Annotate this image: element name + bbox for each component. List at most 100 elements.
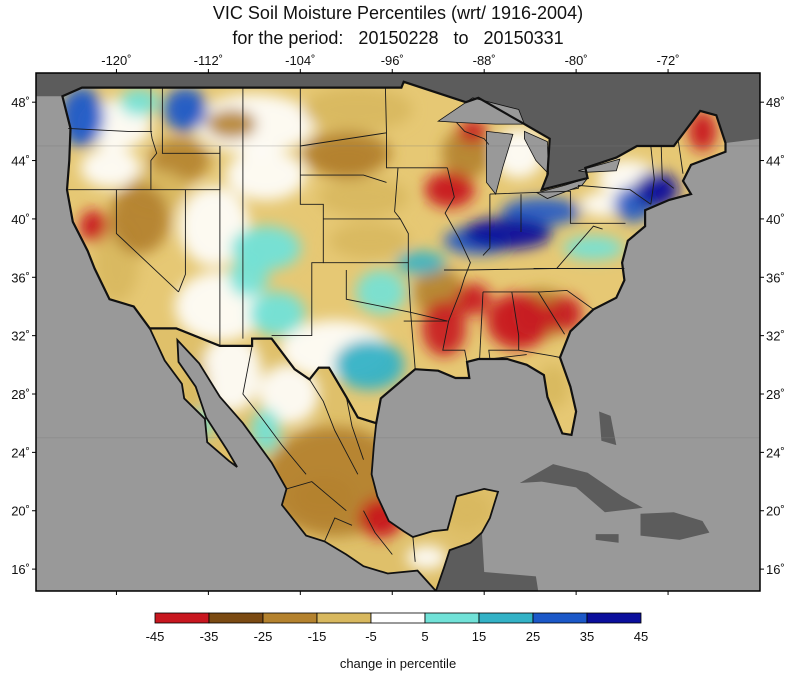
state-border — [479, 291, 484, 360]
anomaly-nd-dry — [302, 87, 413, 132]
lon-tick-label: -112˚ — [194, 53, 223, 68]
colorbar-tick-label: 15 — [472, 629, 486, 644]
figure-subtitle-period: for the period: 20150228 to 20150331 — [232, 28, 564, 48]
anomaly-ne-dry — [318, 177, 409, 217]
canada-landmass — [36, 73, 760, 190]
state-borders — [68, 87, 684, 562]
lake-ontario — [578, 158, 621, 173]
lat-tick-label-right: 40˚ — [766, 212, 785, 227]
colorbar: -45 -35 -25 -15 -5 5 15 25 35 45 change in percent… — [146, 612, 648, 671]
lon-tick-label: -80˚ — [565, 53, 588, 68]
lat-tick-label-right: 16˚ — [766, 562, 785, 577]
central-america-landmass — [435, 532, 539, 591]
anomaly-iowa-red — [424, 171, 475, 208]
state-border — [482, 194, 491, 256]
axis-ticks: -120˚ -112˚ -104˚ -96˚ -88˚ -80˚ -72˚ 48˚ 48˚ 44˚… — [11, 53, 785, 595]
state-border — [300, 132, 387, 147]
state-border — [677, 141, 684, 174]
colorbar-tick-label: -25 — [254, 629, 273, 644]
state-border — [533, 225, 603, 269]
anomaly-wa-cyan — [119, 88, 160, 117]
lat-tick-label-left: 40˚ — [11, 212, 30, 227]
hispaniola-landmass — [640, 512, 710, 540]
lon-tick-label: -120˚ — [101, 53, 131, 68]
lat-tick-label-right: 20˚ — [766, 504, 785, 519]
lat-tick-label-left: 32˚ — [11, 329, 30, 344]
map-frame — [35, 72, 761, 592]
anomaly-ms-red — [454, 283, 491, 316]
anomaly-or-white — [80, 147, 141, 188]
state-border — [570, 184, 652, 205]
anomaly-bajio-brown — [293, 476, 354, 517]
state-border — [300, 174, 387, 183]
colorbar-tick-label: 25 — [526, 629, 540, 644]
state-border — [309, 379, 359, 475]
colorbar-swatch — [532, 612, 588, 624]
state-border — [660, 145, 675, 189]
lake-huron — [524, 130, 549, 175]
anomaly-new-mexico-wet — [249, 291, 306, 336]
state-border — [345, 270, 411, 313]
colorbar-tick-label: 35 — [580, 629, 594, 644]
colorbar-tick-label: -35 — [200, 629, 219, 644]
lat-tick-label-left: 16˚ — [11, 562, 30, 577]
anomaly-ok-cyan — [355, 269, 406, 314]
anomaly-idaho-montana-blue — [163, 87, 208, 132]
lat-tick-label-right: 44˚ — [766, 154, 785, 169]
jamaica-landmass — [595, 534, 619, 543]
colorbar-swatch — [262, 612, 318, 624]
state-border — [115, 189, 179, 293]
colorbar-swatch — [316, 612, 372, 624]
anomaly-wy-white — [225, 150, 306, 201]
lake-michigan — [486, 130, 514, 195]
anomaly-texas-wet — [334, 339, 405, 390]
colorbar-swatch — [478, 612, 534, 624]
state-border — [384, 87, 448, 169]
anomaly-maine-red — [688, 111, 717, 152]
state-border — [178, 189, 186, 293]
anomaly-colorado-wet — [230, 226, 301, 271]
state-border — [410, 311, 448, 322]
colorbar-tick-label: 5 — [421, 629, 428, 644]
colorbar-swatch — [586, 612, 642, 624]
lon-tick-label: -96˚ — [381, 53, 404, 68]
colorbar-tick-label: -5 — [365, 629, 377, 644]
colorbar-swatch — [154, 612, 210, 624]
colorbar-tick-label: -45 — [146, 629, 165, 644]
state-border — [242, 345, 307, 475]
anomaly-la-red — [422, 300, 466, 357]
colorbar-swatch — [208, 612, 264, 624]
state-border — [345, 396, 364, 460]
state-border — [161, 87, 220, 154]
state-border — [324, 517, 353, 542]
anomaly-nevada-dry — [109, 183, 170, 254]
colorbar-tick-label: -15 — [308, 629, 327, 644]
bahamas-landmass — [599, 411, 617, 446]
state-border — [537, 291, 565, 335]
state-border — [442, 167, 471, 362]
lon-tick-label: -88˚ — [473, 53, 496, 68]
anomaly-southeast-red — [486, 293, 551, 350]
state-border — [150, 87, 158, 190]
colorbar-swatch — [424, 612, 480, 624]
figure-title: VIC Soil Moisture Percentiles (wrt/ 1916… — [212, 3, 584, 23]
state-border — [518, 349, 561, 358]
anomaly-ks-dry — [329, 222, 410, 259]
state-border — [363, 510, 393, 555]
lat-tick-label-left: 28˚ — [11, 387, 30, 402]
lat-tick-label-right: 28˚ — [766, 387, 785, 402]
state-border — [412, 536, 416, 562]
state-border — [444, 268, 625, 271]
lat-tick-label-right: 48˚ — [766, 95, 785, 110]
state-border — [489, 190, 626, 224]
state-border — [650, 145, 655, 205]
anomaly-sierra-cyan — [250, 408, 281, 453]
lat-tick-label-right: 32˚ — [766, 329, 785, 344]
lat-tick-label-right: 24˚ — [766, 445, 785, 460]
lat-tick-label-left: 44˚ — [11, 154, 30, 169]
colorbar-swatch — [370, 612, 426, 624]
anomaly-mt-brown — [206, 109, 257, 140]
state-border — [456, 122, 490, 145]
lat-tick-label-left: 48˚ — [11, 95, 30, 110]
